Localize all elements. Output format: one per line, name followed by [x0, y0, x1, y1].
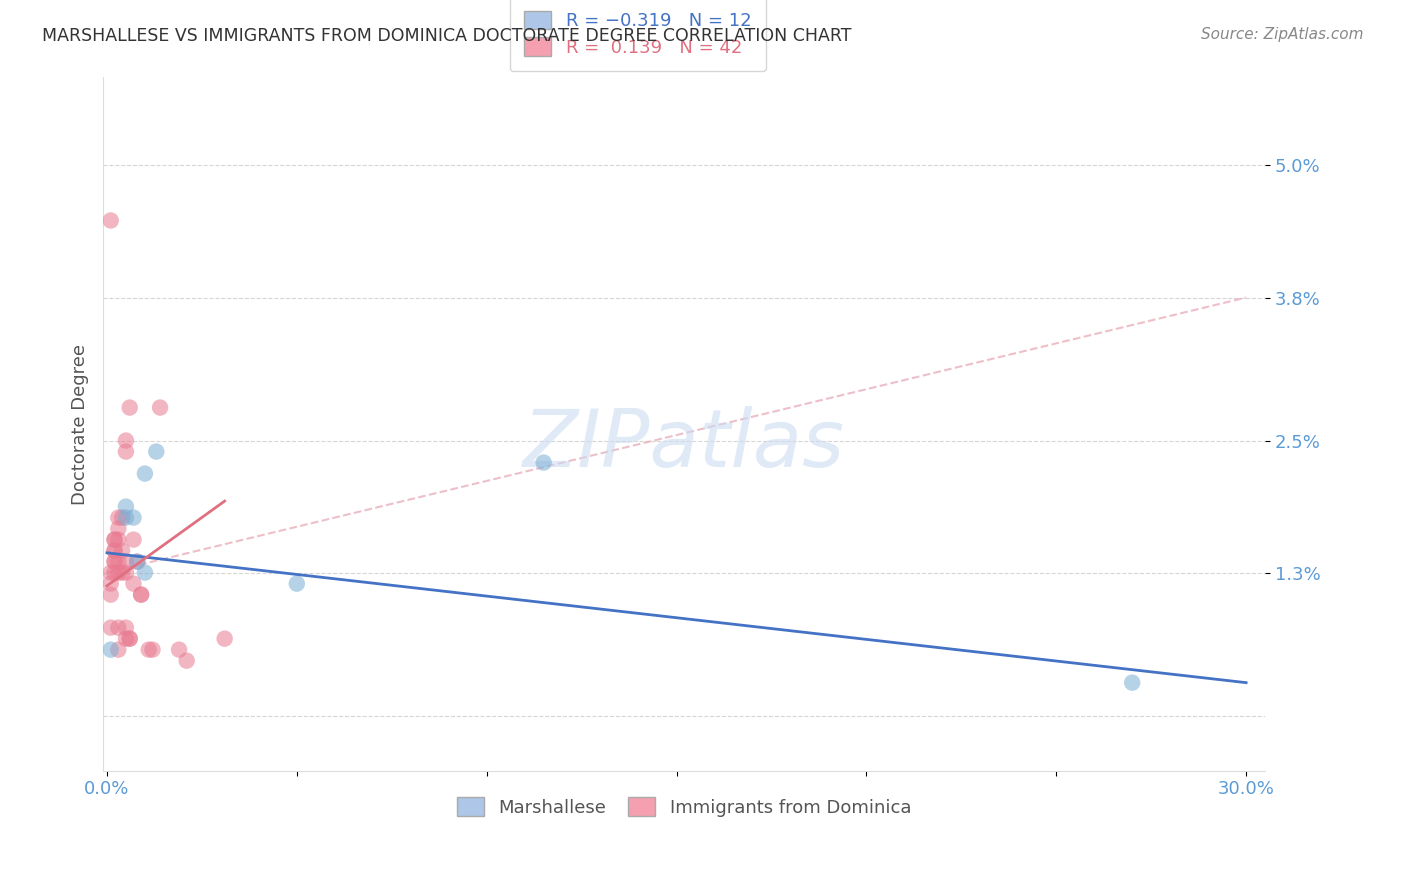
Point [107, 642, 129, 657]
Point [118, 632, 141, 646]
Legend: Marshallese, Immigrants from Dominica: Marshallese, Immigrants from Dominica [450, 790, 918, 824]
Point [118, 401, 141, 415]
Point [111, 566, 134, 580]
Point [533, 456, 555, 470]
Point [134, 566, 156, 580]
Point [1121, 675, 1143, 690]
Point [111, 510, 134, 524]
Point [100, 621, 122, 635]
Point [127, 555, 149, 569]
Point [103, 533, 125, 547]
Point [115, 434, 138, 448]
Point [100, 576, 122, 591]
Point [107, 566, 129, 580]
Point [214, 632, 236, 646]
Point [176, 654, 198, 668]
Point [115, 555, 138, 569]
Point [138, 642, 160, 657]
Text: Source: ZipAtlas.com: Source: ZipAtlas.com [1201, 27, 1364, 42]
Point [103, 555, 125, 569]
Point [100, 588, 122, 602]
Point [107, 533, 129, 547]
Y-axis label: Doctorate Degree: Doctorate Degree [72, 343, 89, 505]
Point [107, 621, 129, 635]
Point [107, 522, 129, 536]
Point [115, 444, 138, 458]
Point [107, 555, 129, 569]
Point [122, 576, 145, 591]
Point [129, 588, 152, 602]
Point [134, 467, 156, 481]
Point [100, 213, 122, 227]
Point [115, 500, 138, 514]
Point [115, 566, 138, 580]
Point [111, 543, 134, 558]
Point [100, 566, 122, 580]
Point [107, 510, 129, 524]
Point [149, 401, 172, 415]
Point [167, 642, 190, 657]
Point [115, 510, 138, 524]
Point [129, 588, 152, 602]
Point [103, 555, 125, 569]
Point [122, 533, 145, 547]
Point [115, 621, 138, 635]
Point [103, 533, 125, 547]
Text: MARSHALLESE VS IMMIGRANTS FROM DOMINICA DOCTORATE DEGREE CORRELATION CHART: MARSHALLESE VS IMMIGRANTS FROM DOMINICA … [42, 27, 852, 45]
Text: ZIPatlas: ZIPatlas [523, 406, 845, 483]
Point [118, 632, 141, 646]
Point [100, 642, 122, 657]
Point [141, 642, 163, 657]
Point [127, 555, 149, 569]
Point [103, 543, 125, 558]
Point [145, 444, 167, 458]
Point [115, 632, 138, 646]
Point [103, 566, 125, 580]
Point [285, 576, 308, 591]
Point [103, 543, 125, 558]
Point [122, 510, 145, 524]
